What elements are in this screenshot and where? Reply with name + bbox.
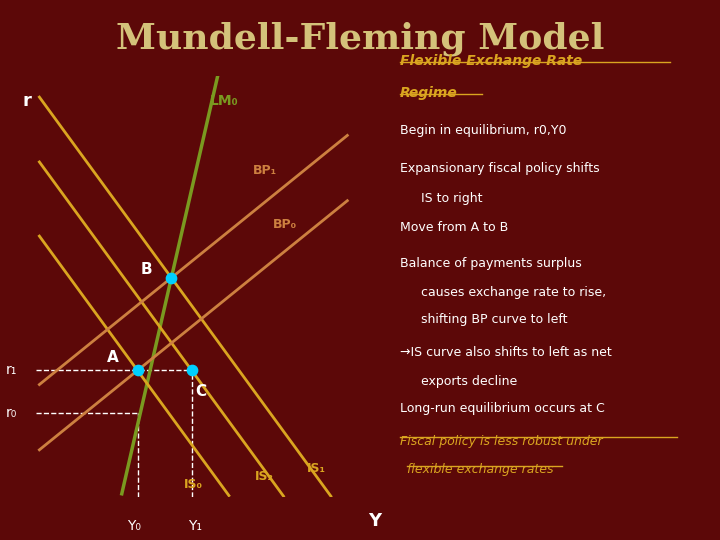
Text: Flexible Exchange Rate: Flexible Exchange Rate xyxy=(400,54,582,68)
Text: C: C xyxy=(195,384,206,399)
Text: shifting BP curve to left: shifting BP curve to left xyxy=(421,313,567,326)
Text: exports decline: exports decline xyxy=(421,375,518,388)
Point xyxy=(132,366,143,375)
Text: IS₂: IS₂ xyxy=(255,470,274,483)
Text: Balance of payments surplus: Balance of payments surplus xyxy=(400,256,581,269)
Text: Mundell-Fleming Model: Mundell-Fleming Model xyxy=(116,22,604,56)
Point xyxy=(186,366,197,375)
Text: BP₀: BP₀ xyxy=(273,218,297,231)
Text: r: r xyxy=(22,92,32,111)
Text: B: B xyxy=(141,261,153,276)
Text: r₀: r₀ xyxy=(6,406,17,420)
Text: Expansionary fiscal policy shifts: Expansionary fiscal policy shifts xyxy=(400,162,599,175)
Text: IS₀: IS₀ xyxy=(184,478,202,491)
Text: IS₁: IS₁ xyxy=(307,462,325,475)
Text: Begin in equilibrium, r0,Y0: Begin in equilibrium, r0,Y0 xyxy=(400,124,566,137)
Text: Long-run equilibrium occurs at C: Long-run equilibrium occurs at C xyxy=(400,402,604,415)
Text: causes exchange rate to rise,: causes exchange rate to rise, xyxy=(421,286,606,299)
Text: IS to right: IS to right xyxy=(421,192,482,205)
Text: LM₀: LM₀ xyxy=(210,94,238,108)
Text: A: A xyxy=(107,350,119,365)
Text: flexible exchange rates: flexible exchange rates xyxy=(407,463,553,476)
Text: r₁: r₁ xyxy=(6,363,17,377)
Text: Fiscal policy is less robust under: Fiscal policy is less robust under xyxy=(400,435,602,448)
Text: Move from A to B: Move from A to B xyxy=(400,221,508,234)
Point xyxy=(166,273,177,282)
Text: BP₁: BP₁ xyxy=(253,164,276,177)
Text: Y₁: Y₁ xyxy=(188,519,202,534)
Text: →IS curve also shifts to left as net: →IS curve also shifts to left as net xyxy=(400,346,611,359)
Text: Y₀: Y₀ xyxy=(127,519,141,534)
Text: Y: Y xyxy=(368,512,381,530)
Text: Regime: Regime xyxy=(400,86,457,100)
